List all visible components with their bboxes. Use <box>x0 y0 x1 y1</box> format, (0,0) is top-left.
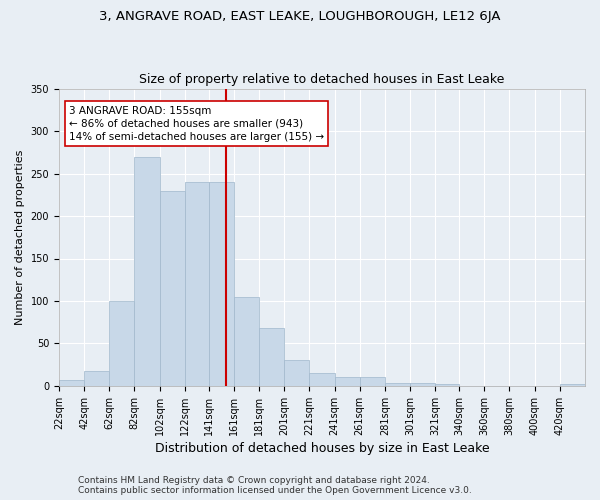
Bar <box>560 384 585 386</box>
Bar <box>134 156 160 386</box>
Bar <box>259 328 284 386</box>
Bar <box>410 384 435 386</box>
Bar <box>84 370 109 386</box>
Y-axis label: Number of detached properties: Number of detached properties <box>15 150 25 325</box>
Bar <box>335 378 360 386</box>
Text: Contains HM Land Registry data © Crown copyright and database right 2024.
Contai: Contains HM Land Registry data © Crown c… <box>78 476 472 495</box>
X-axis label: Distribution of detached houses by size in East Leake: Distribution of detached houses by size … <box>155 442 489 455</box>
Bar <box>234 296 259 386</box>
Bar <box>209 182 234 386</box>
Bar <box>59 380 84 386</box>
Bar <box>185 182 209 386</box>
Bar <box>284 360 310 386</box>
Text: 3 ANGRAVE ROAD: 155sqm
← 86% of detached houses are smaller (943)
14% of semi-de: 3 ANGRAVE ROAD: 155sqm ← 86% of detached… <box>69 106 324 142</box>
Text: 3, ANGRAVE ROAD, EAST LEAKE, LOUGHBOROUGH, LE12 6JA: 3, ANGRAVE ROAD, EAST LEAKE, LOUGHBOROUG… <box>99 10 501 23</box>
Bar <box>435 384 459 386</box>
Title: Size of property relative to detached houses in East Leake: Size of property relative to detached ho… <box>139 73 505 86</box>
Bar <box>385 384 410 386</box>
Bar <box>109 301 134 386</box>
Bar <box>310 373 335 386</box>
Bar <box>160 190 185 386</box>
Bar <box>360 378 385 386</box>
